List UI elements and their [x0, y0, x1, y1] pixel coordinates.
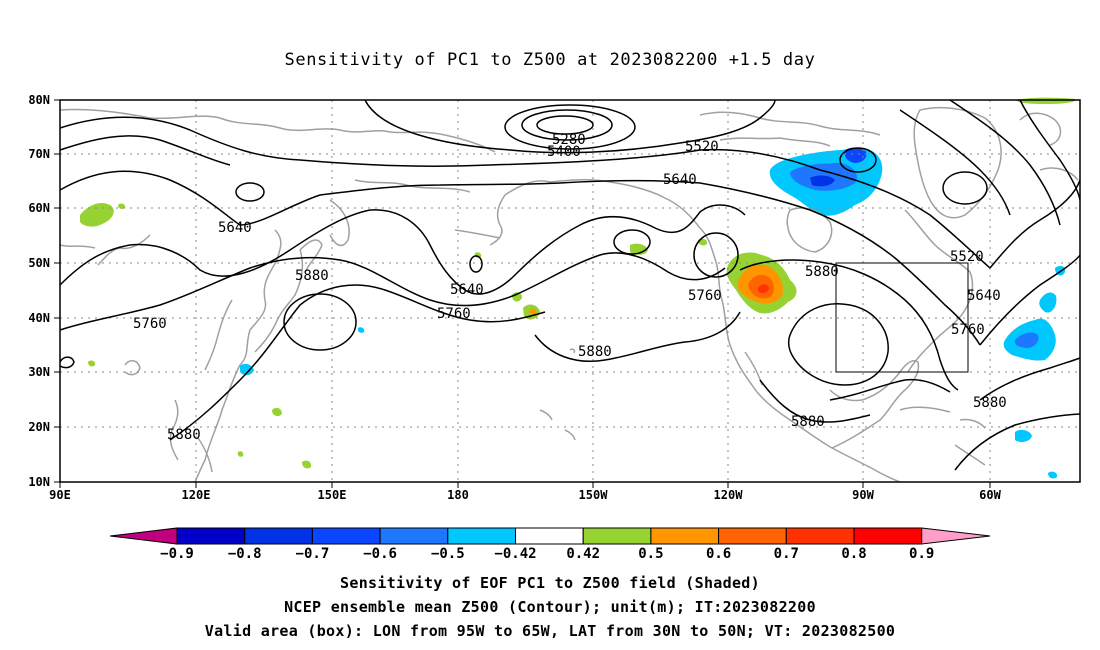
colorbar [109, 527, 991, 545]
contour-label: 5880 [791, 414, 825, 430]
lat-label: 30N [28, 365, 50, 379]
z500-contours [59, 99, 1081, 471]
contour-labels: 5280 5400 5520 5640 5640 5640 5760 5760 … [133, 132, 1007, 443]
graticule [60, 100, 1080, 482]
colorbar-segment-12 [921, 527, 991, 545]
coastlines [59, 106, 1079, 483]
colorbar-label: 0.42 [566, 546, 600, 562]
colorbar-label: 0.9 [909, 546, 934, 562]
valid-area-box [835, 262, 969, 373]
contour-label: 5880 [167, 427, 201, 443]
contour-label: 5520 [950, 249, 984, 265]
caption-shaded: Sensitivity of EOF PC1 to Z500 field (Sh… [340, 574, 760, 592]
lon-label: 150W [579, 488, 609, 502]
lat-label: 60N [28, 201, 50, 215]
lon-label: 120W [714, 488, 744, 502]
contour-label: 5280 [552, 132, 586, 148]
contour-label: 5640 [663, 172, 697, 188]
colorbar-segment-7 [582, 527, 652, 545]
lon-label: 150E [318, 488, 347, 502]
contour-label: 5640 [967, 288, 1001, 304]
colorbar-label: 0.5 [638, 546, 663, 562]
axis-ticks [54, 99, 991, 488]
colorbar-segment-2 [244, 527, 313, 545]
colorbar-segment-8 [650, 527, 720, 545]
colorbar-label: −0.5 [431, 546, 465, 562]
colorbar-label: 0.6 [706, 546, 731, 562]
lon-label: 90E [49, 488, 71, 502]
contour-label: 5760 [133, 316, 167, 332]
contour-label: 5880 [295, 268, 329, 284]
colorbar-segment-11 [853, 527, 923, 545]
colorbar-label: 0.8 [841, 546, 866, 562]
caption-valid-area: Valid area (box): LON from 95W to 65W, L… [204, 622, 896, 640]
negative-patch-north-atlantic-inner [844, 147, 867, 163]
colorbar-label: −0.9 [160, 546, 194, 562]
colorbar-label: 0.7 [774, 546, 799, 562]
latitude-labels: 80N 70N 60N 50N 40N 30N 20N 10N [28, 93, 50, 489]
colorbar-label: −0.42 [494, 546, 536, 562]
contour-label: 5640 [450, 282, 484, 298]
colorbar-label: −0.6 [363, 546, 397, 562]
contour-label: 5880 [578, 344, 612, 360]
lat-label: 40N [28, 311, 50, 325]
map-frame [59, 99, 1081, 483]
contour-label: 5400 [547, 144, 581, 160]
lon-label: 180 [447, 488, 469, 502]
lon-label: 60W [979, 488, 1001, 502]
caption-contour: NCEP ensemble mean Z500 (Contour); unit(… [284, 598, 816, 616]
colorbar-segment-3 [311, 527, 381, 545]
colorbar-segment-6 [515, 527, 584, 545]
colorbar-segment-10 [785, 527, 855, 545]
colorbar-segment-4 [379, 527, 449, 545]
longitude-labels: 90E 120E 150E 180 150W 120W 90W 60W [49, 488, 1001, 502]
sensitivity-shading [80, 97, 1076, 479]
colorbar-segment-9 [718, 527, 787, 545]
colorbar-segment-5 [447, 527, 516, 545]
contour-label: 5760 [437, 306, 471, 322]
colorbar-segment-1 [176, 527, 246, 545]
contour-label: 5880 [973, 395, 1007, 411]
lat-label: 70N [28, 147, 50, 161]
colorbar-segment-0 [109, 527, 178, 545]
contour-label: 5520 [685, 139, 719, 155]
colorbar-labels: −0.9 −0.8 −0.7 −0.6 −0.5 −0.42 0.42 0.5 … [160, 546, 934, 562]
contour-label: 5760 [951, 322, 985, 338]
lat-label: 20N [28, 420, 50, 434]
chart-title: Sensitivity of PC1 to Z500 at 2023082200… [284, 50, 816, 70]
lon-label: 90W [852, 488, 874, 502]
lat-label: 80N [28, 93, 50, 107]
contour-label: 5640 [218, 220, 252, 236]
contour-label: 5760 [688, 288, 722, 304]
colorbar-label: −0.8 [228, 546, 262, 562]
lon-label: 120E [182, 488, 211, 502]
contour-label: 5880 [805, 264, 839, 280]
lat-label: 50N [28, 256, 50, 270]
lat-label: 10N [28, 475, 50, 489]
colorbar-label: −0.7 [296, 546, 330, 562]
